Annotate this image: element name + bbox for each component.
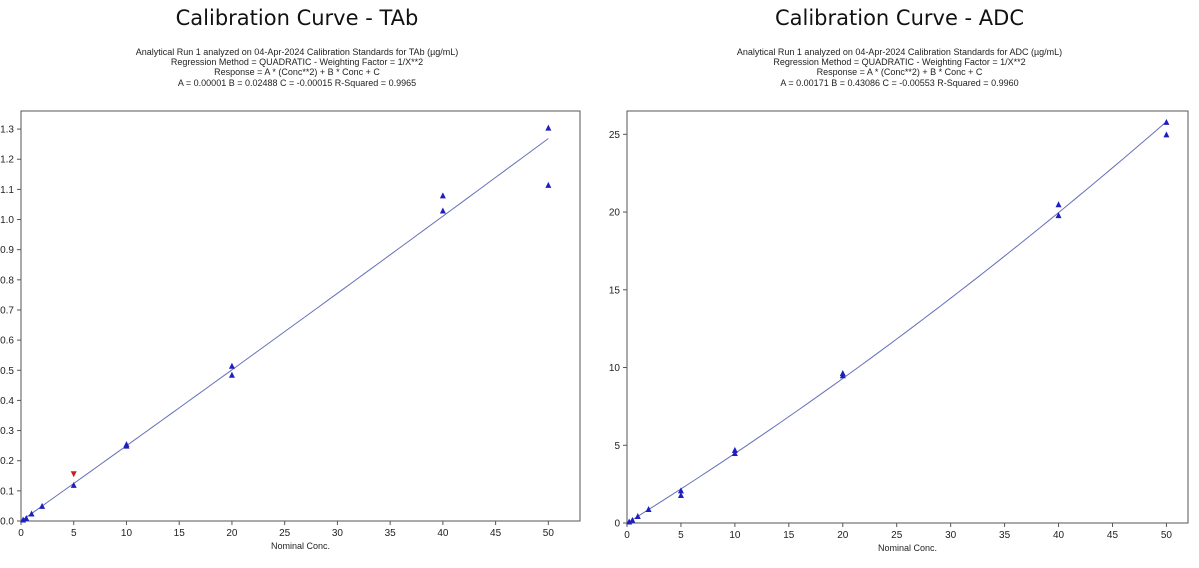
y-tick-label: 20 (609, 208, 621, 219)
data-point (545, 124, 552, 131)
data-point (677, 492, 684, 499)
y-tick-label: 1.2 (0, 155, 14, 166)
x-tick-label: 15 (783, 530, 795, 541)
y-tick-label: 1.0 (0, 215, 14, 226)
data-point (731, 446, 738, 453)
data-point (629, 516, 636, 523)
x-tick-label: 30 (945, 530, 957, 541)
x-axis-label: Nominal Conc. (271, 541, 330, 551)
x-tick-label: 10 (121, 528, 133, 539)
x-tick-label: 45 (490, 528, 502, 539)
response-equation-line: Response = A * (Conc**2) + B * Conc + C (816, 67, 983, 77)
y-tick-label: 25 (609, 130, 621, 141)
x-tick-label: 5 (678, 530, 684, 541)
y-tick-label: 0.3 (0, 426, 14, 437)
x-tick-label: 25 (279, 528, 291, 539)
regression-method-line: Regression Method = QUADRATIC - Weightin… (170, 57, 424, 67)
data-point (731, 450, 738, 457)
x-tick-label: 0 (18, 528, 24, 539)
regression-curve (20, 138, 549, 522)
data-point (1163, 118, 1170, 125)
x-tick-label: 45 (1107, 530, 1119, 541)
data-point (28, 510, 35, 517)
run-info-line: Analytical Run 1 analyzed on 04-Apr-2024… (135, 47, 459, 57)
excluded-data-point (70, 471, 77, 478)
data-point (1055, 201, 1062, 208)
adc-calibration-plot: 0 5 10 15 20 25 0 5 10 15 20 25 30 35 40 45 50 Nominal Co… (609, 110, 1189, 553)
x-tick-label: 20 (226, 528, 238, 539)
data-point (634, 513, 641, 520)
y-tick-label: 0.0 (0, 517, 14, 528)
data-point (439, 207, 446, 214)
data-point (677, 487, 684, 494)
run-info-line: Analytical Run 1 analyzed on 04-Apr-2024… (736, 47, 1063, 57)
y-tick-label: 1.3 (0, 125, 14, 136)
data-point (439, 192, 446, 199)
x-tick-label: 50 (1161, 530, 1173, 541)
y-tick-label: 0.6 (0, 336, 14, 347)
y-tick-label: 15 (609, 285, 621, 296)
data-point (228, 371, 235, 378)
x-tick-label: 40 (1053, 530, 1065, 541)
data-point (39, 502, 46, 509)
y-tick-label: 10 (609, 363, 621, 374)
data-point (626, 518, 633, 525)
regression-curve (626, 121, 1167, 524)
y-tick-label: 5 (614, 441, 620, 452)
response-equation-line: Response = A * (Conc**2) + B * Conc + C (214, 67, 380, 77)
x-tick-label: 50 (543, 528, 555, 539)
y-tick-label: 0.9 (0, 245, 14, 256)
data-point (123, 441, 130, 448)
data-point (1055, 212, 1062, 219)
plot-frame (20, 110, 581, 522)
data-point (70, 481, 77, 488)
tab-calibration-plot: 0.0 0.1 0.2 0.3 0.4 0.5 0.6 0.7 0.8 0.9 1.0 1.1 1.2 1… (0, 110, 581, 551)
data-point (839, 369, 846, 376)
data-point (545, 181, 552, 188)
regression-method-line: Regression Method = QUADRATIC - Weightin… (773, 57, 1026, 67)
data-point (1163, 131, 1170, 138)
y-tick-label: 0.2 (0, 456, 14, 467)
x-tick-label: 5 (71, 528, 77, 539)
x-tick-label: 25 (891, 530, 903, 541)
x-tick-label: 30 (332, 528, 344, 539)
tab-calibration-panel: Calibration Curve - TAb Analytical Run 1… (0, 0, 594, 568)
y-tick-label: 0.7 (0, 305, 14, 316)
x-tick-label: 40 (437, 528, 449, 539)
x-tick-label: 35 (999, 530, 1011, 541)
coefficients-line: A = 0.00171 B = 0.43086 C = -0.00553 R-S… (780, 78, 1019, 88)
y-tick-label: 0.4 (0, 396, 14, 407)
chart-title: Calibration Curve - TAb (175, 6, 419, 30)
adc-calibration-panel: Calibration Curve - ADC Analytical Run 1… (600, 0, 1199, 568)
y-tick-label: 1.1 (0, 185, 14, 196)
y-tick-label: 0.5 (0, 366, 14, 377)
chart-title: Calibration Curve - ADC (774, 6, 1025, 30)
x-tick-label: 0 (624, 530, 630, 541)
x-axis-label: Nominal Conc. (878, 543, 937, 553)
data-point (228, 362, 235, 369)
y-tick-label: 0 (614, 519, 620, 530)
y-tick-label: 0.1 (0, 486, 14, 497)
coefficients-line: A = 0.00001 B = 0.02488 C = -0.00015 R-S… (177, 78, 417, 88)
x-tick-label: 10 (729, 530, 741, 541)
data-point (23, 514, 30, 521)
data-point (20, 516, 27, 523)
y-tick-label: 0.8 (0, 275, 14, 286)
x-tick-label: 20 (837, 530, 849, 541)
x-tick-label: 15 (174, 528, 186, 539)
data-point (645, 506, 652, 513)
x-tick-label: 35 (385, 528, 397, 539)
plot-frame (626, 110, 1189, 524)
